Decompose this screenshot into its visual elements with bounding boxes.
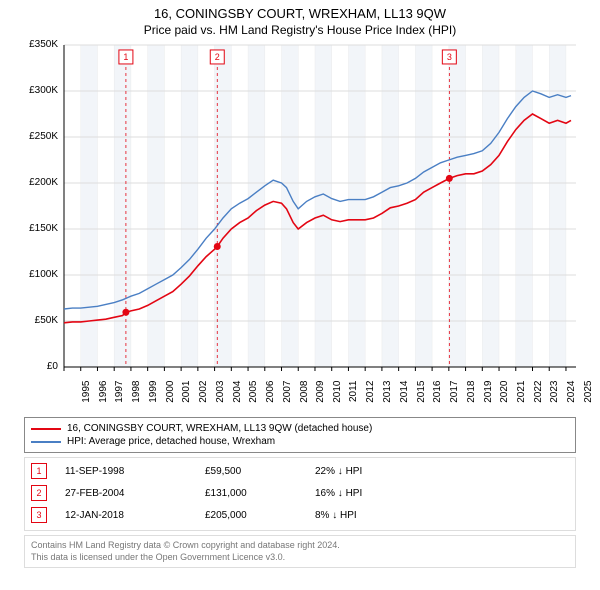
x-tick-label: 1998 (131, 381, 142, 403)
legend-color-line (31, 428, 61, 430)
y-tick-label: £150K (20, 223, 58, 234)
sale-hpi-diff: 8% ↓ HPI (315, 510, 425, 521)
chart-subtitle: Price paid vs. HM Land Registry's House … (0, 21, 600, 41)
x-tick-label: 2000 (164, 381, 175, 403)
svg-text:2: 2 (215, 52, 220, 62)
x-tick-label: 2007 (282, 381, 293, 403)
x-tick-label: 2025 (583, 381, 594, 403)
sales-table: 1 11-SEP-1998£59,50022% ↓ HPI 2 27-FEB-2004… (24, 457, 576, 531)
y-tick-label: £350K (20, 39, 58, 50)
x-tick-label: 1997 (114, 381, 125, 403)
legend-label: 16, CONINGSBY COURT, WREXHAM, LL13 9QW (… (67, 423, 372, 434)
x-tick-label: 2013 (382, 381, 393, 403)
attribution: Contains HM Land Registry data © Crown c… (24, 535, 576, 568)
sale-marker-box: 3 (31, 507, 47, 523)
sale-row: 3 12-JAN-2018£205,0008% ↓ HPI (31, 504, 569, 526)
x-tick-label: 2018 (466, 381, 477, 403)
sale-marker-box: 1 (31, 463, 47, 479)
sale-date: 12-JAN-2018 (65, 510, 205, 521)
x-tick-label: 2021 (516, 381, 527, 403)
plot-area: 123 £0£50K£100K£150K£200K£250K£300K£350K (20, 41, 580, 371)
x-tick-label: 2008 (298, 381, 309, 403)
y-tick-label: £100K (20, 269, 58, 280)
sale-price: £59,500 (205, 466, 315, 477)
sale-row: 2 27-FEB-2004£131,00016% ↓ HPI (31, 482, 569, 504)
chart-svg: 1 2 3 (20, 41, 580, 371)
x-tick-label: 2014 (399, 381, 410, 403)
x-tick-label: 2011 (348, 381, 359, 403)
x-tick-label: 2001 (181, 381, 192, 403)
x-tick-label: 2005 (248, 381, 259, 403)
x-tick-label: 2020 (499, 381, 510, 403)
y-tick-label: £50K (20, 315, 58, 326)
x-tick-label: 1996 (97, 381, 108, 403)
x-tick-label: 2004 (231, 381, 242, 403)
x-tick-label: 2019 (482, 381, 493, 403)
x-tick-label: 1999 (148, 381, 159, 403)
legend-item: HPI: Average price, detached house, Wrex… (31, 435, 569, 448)
legend: 16, CONINGSBY COURT, WREXHAM, LL13 9QW (… (24, 417, 576, 453)
legend-item: 16, CONINGSBY COURT, WREXHAM, LL13 9QW (… (31, 422, 569, 435)
svg-text:1: 1 (123, 52, 128, 62)
sale-marker-box: 2 (31, 485, 47, 501)
y-tick-label: £300K (20, 85, 58, 96)
x-tick-label: 1995 (81, 381, 92, 403)
x-tick-label: 2015 (415, 381, 426, 403)
sale-date: 11-SEP-1998 (65, 466, 205, 477)
x-axis-labels: 1995 1996 1997 1998 1999 2000 2001 2002 2003 2004… (20, 371, 580, 411)
x-tick-label: 2016 (432, 381, 443, 403)
x-tick-label: 2024 (566, 381, 577, 403)
x-tick-label: 2017 (449, 381, 460, 403)
x-tick-label: 2002 (198, 381, 209, 403)
sale-hpi-diff: 16% ↓ HPI (315, 488, 425, 499)
x-tick-label: 2022 (533, 381, 544, 403)
legend-color-line (31, 441, 61, 443)
chart-title: 16, CONINGSBY COURT, WREXHAM, LL13 9QW (0, 0, 600, 21)
x-tick-label: 2006 (265, 381, 276, 403)
x-tick-label: 2012 (365, 381, 376, 403)
y-tick-label: £200K (20, 177, 58, 188)
svg-text:3: 3 (447, 52, 452, 62)
x-tick-label: 2023 (549, 381, 560, 403)
chart-container: 16, CONINGSBY COURT, WREXHAM, LL13 9QW P… (0, 0, 600, 568)
sale-date: 27-FEB-2004 (65, 488, 205, 499)
x-tick-label: 2003 (215, 381, 226, 403)
x-tick-label: 2009 (315, 381, 326, 403)
sale-row: 1 11-SEP-1998£59,50022% ↓ HPI (31, 460, 569, 482)
x-tick-label: 2010 (332, 381, 343, 403)
attribution-line: This data is licensed under the Open Gov… (31, 552, 569, 564)
attribution-line: Contains HM Land Registry data © Crown c… (31, 540, 569, 552)
sale-price: £131,000 (205, 488, 315, 499)
legend-label: HPI: Average price, detached house, Wrex… (67, 436, 275, 447)
sale-hpi-diff: 22% ↓ HPI (315, 466, 425, 477)
sale-price: £205,000 (205, 510, 315, 521)
y-tick-label: £250K (20, 131, 58, 142)
